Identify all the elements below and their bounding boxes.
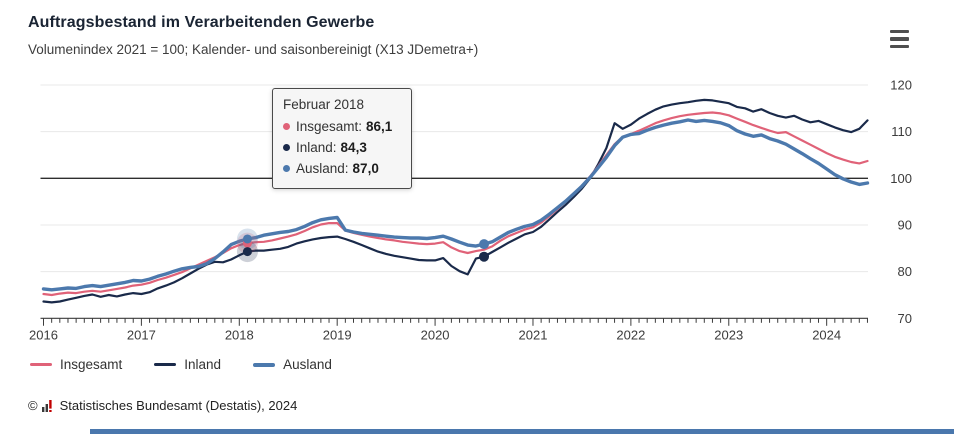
tooltip-row: Inland: 84,3 — [283, 137, 401, 158]
chart-menu-button[interactable] — [890, 29, 912, 49]
svg-text:2024: 2024 — [812, 327, 841, 342]
svg-text:90: 90 — [898, 217, 912, 232]
tooltip-value: 87,0 — [352, 161, 379, 176]
tooltip-row: Ausland: 87,0 — [283, 158, 401, 179]
chart-subtitle: Volumenindex 2021 = 100; Kalender- und s… — [28, 42, 479, 57]
legend-label: Insgesamt — [60, 357, 123, 372]
svg-text:110: 110 — [891, 124, 912, 139]
tooltip-title: Februar 2018 — [283, 97, 365, 112]
tooltip-row: Insgesamt: 86,1 — [283, 116, 401, 137]
svg-text:2022: 2022 — [616, 327, 645, 342]
svg-text:120: 120 — [890, 77, 912, 92]
legend-item-ausland[interactable]: Ausland — [253, 357, 332, 372]
hamburger-icon — [890, 30, 909, 34]
hamburger-icon — [890, 37, 909, 41]
tooltip-label: Insgesamt: — [296, 119, 363, 134]
legend-label: Ausland — [283, 357, 332, 372]
svg-text:2016: 2016 — [29, 327, 58, 342]
svg-text:2020: 2020 — [421, 327, 450, 342]
svg-text:2023: 2023 — [714, 327, 743, 342]
svg-text:2018: 2018 — [225, 327, 254, 342]
svg-text:2017: 2017 — [127, 327, 156, 342]
chart-tooltip: Februar 2018 Insgesamt: 86,1 Inland: 84,… — [272, 88, 412, 189]
legend-item-insgesamt[interactable]: Insgesamt — [30, 357, 122, 372]
legend-swatch-ausland-icon — [253, 362, 276, 367]
copyright-symbol: © — [28, 398, 38, 413]
bottom-accent-bar — [90, 429, 954, 434]
chart-title: Auftragsbestand im Verarbeitenden Gewerb… — [28, 14, 375, 31]
tooltip-value: 84,3 — [340, 140, 367, 155]
hamburger-icon — [890, 44, 909, 48]
tooltip-value: 86,1 — [366, 119, 393, 134]
svg-text:70: 70 — [898, 311, 912, 326]
series-dot-ausland-icon — [283, 165, 290, 172]
legend-swatch-inland-icon — [154, 363, 177, 366]
tooltip-label: Inland: — [296, 140, 337, 155]
chart-legend: Insgesamt Inland Ausland — [30, 357, 364, 372]
legend-label: Inland — [184, 357, 222, 372]
svg-text:2021: 2021 — [519, 327, 548, 342]
svg-text:80: 80 — [898, 264, 912, 279]
svg-text:100: 100 — [890, 171, 912, 186]
svg-text:2019: 2019 — [323, 327, 352, 342]
series-dot-inland-icon — [283, 144, 290, 151]
destatis-logo-icon — [41, 399, 55, 412]
series-dot-insgesamt-icon — [283, 123, 290, 130]
legend-swatch-insgesamt-icon — [30, 363, 52, 366]
tooltip-label: Ausland: — [296, 161, 349, 176]
legend-item-inland[interactable]: Inland — [154, 357, 221, 372]
source-attribution: © Statistisches Bundesamt (Destatis), 20… — [28, 398, 297, 413]
source-text: Statistisches Bundesamt (Destatis), 2024 — [59, 398, 298, 413]
